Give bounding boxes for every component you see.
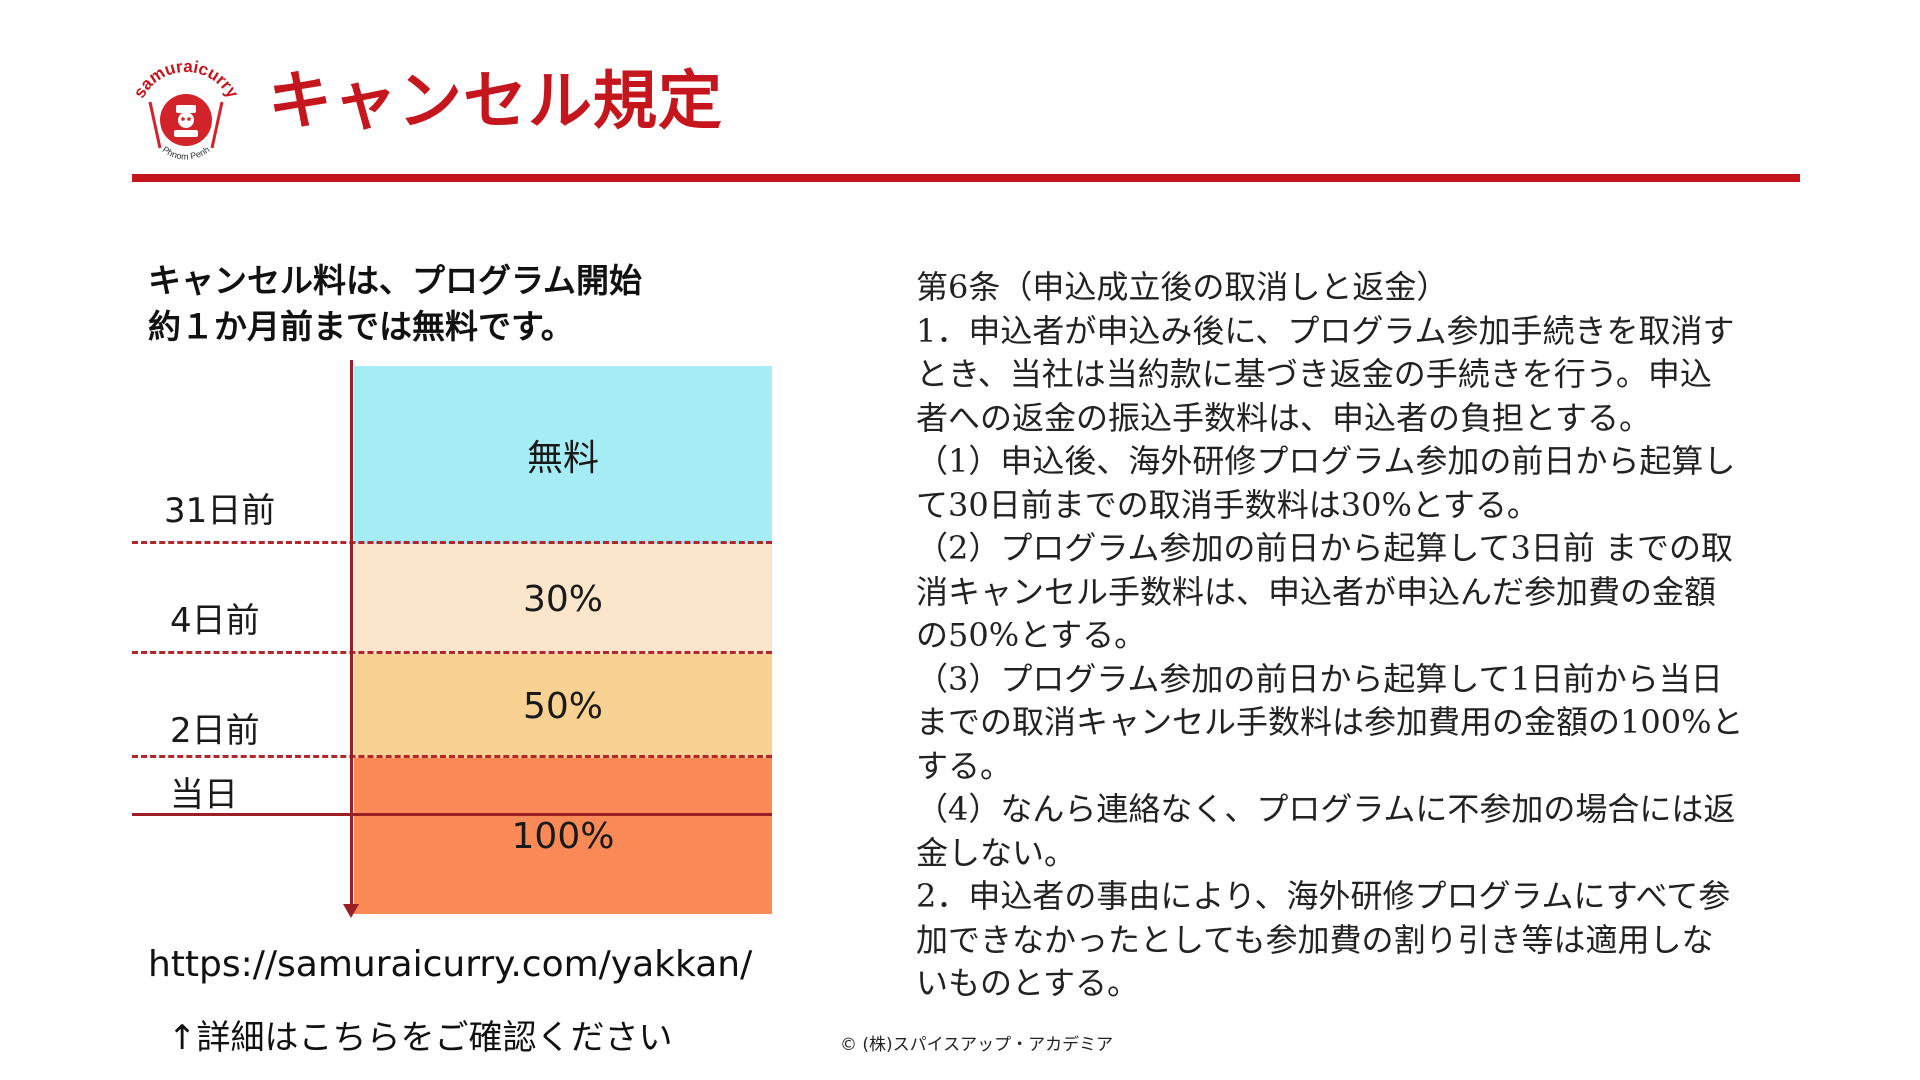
- detail-note: ↑詳細はこちらをご確認ください: [168, 1018, 673, 1058]
- intro-text: キャンセル料は、プログラム開始 約１か月前までは無料です。: [148, 258, 748, 350]
- fee-band-50: 50%: [354, 654, 772, 758]
- fee-band-free: 無料: [354, 366, 772, 544]
- terms-line: 者への返金の振込手数料は、申込者の負担とする。: [916, 398, 1652, 437]
- fee-band-label: 50%: [522, 685, 603, 727]
- terms-line: する。: [916, 746, 1013, 785]
- terms-line: て30日前までの取消手数料は30%とする。: [916, 485, 1539, 524]
- terms-line: 第6条（申込成立後の取消しと返金）: [916, 268, 1449, 306]
- terms-line: 金しない。: [916, 833, 1077, 872]
- timeline-axis: [350, 360, 353, 908]
- terms-line: （4）なんら連絡なく、プログラムに不参加の場合には返: [916, 790, 1736, 828]
- day-label-2: 2日前: [170, 711, 260, 751]
- terms-line: （1）申込後、海外研修プログラム参加の前日から起算し: [916, 442, 1736, 480]
- samuraicurry-logo: samuraicurry Phnom Penh: [130, 58, 243, 162]
- terms-line: の50%とする。: [916, 616, 1147, 654]
- intro-line-1: キャンセル料は、プログラム開始: [148, 261, 643, 300]
- terms-line: （2）プログラム参加の前日から起算して3日前 までの取: [916, 529, 1733, 567]
- fee-band-30: 30%: [354, 544, 772, 654]
- terms-line: 消キャンセル手数料は、申込者が申込んだ参加費の金額: [916, 572, 1717, 611]
- svg-text:Phnom Penh: Phnom Penh: [161, 144, 212, 161]
- terms-line: いものとする。: [916, 964, 1140, 1002]
- divider-4-days: [132, 651, 772, 654]
- copyright-notice: © (株)スパイスアップ・アカデミア: [840, 1035, 1114, 1055]
- terms-line: （3）プログラム参加の前日から起算して1日前から当日: [916, 659, 1723, 698]
- day-label-same-day: 当日: [170, 775, 238, 815]
- timeline-arrow-icon: [343, 904, 359, 918]
- page-title: キャンセル規定: [268, 65, 723, 139]
- terms-article-6: 第6条（申込成立後の取消しと返金） 1．申込者が申込み後に、プログラム参加手続き…: [916, 266, 1856, 1006]
- divider-2-days: [132, 755, 772, 758]
- fee-band-100: 100%: [354, 758, 772, 914]
- terms-line: とき、当社は当約款に基づき返金の手続きを行う。申込: [916, 355, 1712, 393]
- terms-line: 2．申込者の事由により、海外研修プログラムにすべて参: [916, 877, 1731, 915]
- terms-line: までの取消キャンセル手数料は参加費用の金額の100%と: [916, 703, 1744, 741]
- terms-url-link[interactable]: https://samuraicurry.com/yakkan/: [148, 944, 753, 985]
- day-label-4: 4日前: [170, 601, 260, 641]
- fee-band-label: 100%: [511, 815, 615, 857]
- divider-31-days: [132, 541, 772, 544]
- title-divider: [132, 174, 1800, 182]
- fee-band-label: 30%: [522, 578, 603, 620]
- fee-band-label: 無料: [526, 438, 599, 479]
- intro-line-2: 約１か月前までは無料です。: [148, 307, 574, 346]
- logo-location-text: Phnom Penh: [161, 144, 212, 161]
- terms-line: 1．申込者が申込み後に、プログラム参加手続きを取消す: [916, 311, 1735, 350]
- divider-same-day: [132, 813, 772, 816]
- day-label-31: 31日前: [164, 491, 276, 531]
- terms-line: 加できなかったとしても参加費の割り引き等は適用しな: [916, 920, 1714, 959]
